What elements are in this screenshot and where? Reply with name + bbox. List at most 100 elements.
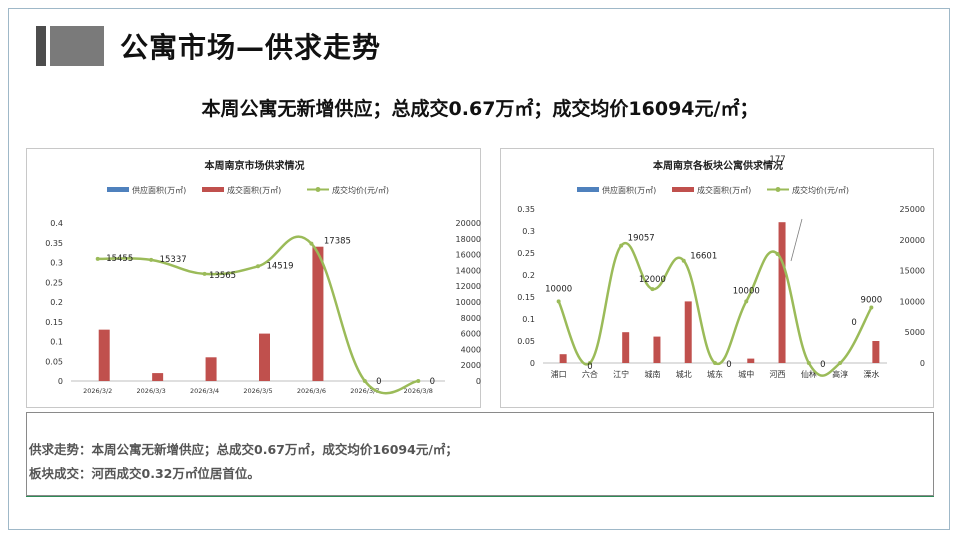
price-data-label: 0 bbox=[820, 360, 825, 370]
legend-label: 供应面积(万㎡) bbox=[602, 185, 656, 195]
x-tick-label: 浦口 bbox=[551, 369, 567, 379]
x-tick-label: 2026/3/3 bbox=[137, 387, 166, 395]
x-tick-label: 2026/3/4 bbox=[190, 387, 219, 395]
price-point bbox=[775, 251, 780, 256]
price-data-label: 16601 bbox=[690, 252, 717, 262]
x-tick-label: 仙林 bbox=[801, 369, 817, 379]
y-left-tick-label: 0.05 bbox=[45, 357, 63, 366]
y-right-tick-label: 10000 bbox=[456, 298, 481, 307]
price-data-label: 0 bbox=[376, 377, 381, 387]
y-right-tick-label: 2000 bbox=[461, 361, 481, 370]
price-data-label: 9000 bbox=[861, 296, 883, 306]
y-right-tick-label: 0 bbox=[920, 359, 925, 368]
price-point bbox=[713, 361, 717, 365]
deal-bar bbox=[152, 373, 164, 381]
legend-label: 成交面积(万㎡) bbox=[227, 185, 281, 195]
y-left-tick-label: 0.3 bbox=[50, 259, 63, 268]
page-title: 公寓市场—供求走势 bbox=[120, 31, 382, 64]
summary-line-trend: 供求走势：本周公寓无新增供应；总成交0.67万㎡，成交均价16094元/㎡； bbox=[29, 442, 458, 457]
x-tick-label: 溧水 bbox=[863, 369, 879, 379]
y-left-tick-label: 0.4 bbox=[50, 219, 63, 228]
x-tick-label: 江宁 bbox=[613, 369, 629, 379]
price-point bbox=[556, 299, 561, 304]
price-point bbox=[202, 271, 207, 276]
price-point bbox=[587, 361, 592, 365]
y-right-tick-label: 20000 bbox=[456, 219, 481, 228]
y-right-tick-label: 12000 bbox=[456, 282, 481, 291]
x-tick-label: 高淳 bbox=[832, 369, 848, 379]
y-right-tick-label: 20000 bbox=[900, 236, 925, 245]
y-right-tick-label: 8000 bbox=[461, 314, 481, 323]
price-point bbox=[362, 379, 367, 383]
y-left-tick-label: 0.35 bbox=[517, 205, 535, 214]
legend-label: 成交面积(万㎡) bbox=[697, 185, 751, 195]
y-right-tick-label: 5000 bbox=[905, 328, 925, 337]
y-right-tick-label: 14000 bbox=[456, 266, 481, 275]
price-data-label: 13565 bbox=[209, 271, 236, 281]
price-data-label: 19057 bbox=[628, 234, 655, 244]
legend-label: 成交均价(元/㎡) bbox=[792, 185, 849, 195]
price-point bbox=[806, 361, 811, 365]
deal-bar bbox=[205, 357, 217, 381]
x-tick-label: 2026/3/5 bbox=[243, 387, 272, 395]
chart-title: 本周南京市场供求情况 bbox=[205, 159, 305, 172]
y-left-tick-label: 0.15 bbox=[45, 318, 63, 327]
legend-marker bbox=[775, 187, 781, 192]
x-tick-label: 城东 bbox=[707, 369, 723, 379]
legend-label: 成交均价(元/㎡) bbox=[332, 185, 389, 195]
deal-bar bbox=[622, 332, 630, 363]
y-left-tick-label: 0.15 bbox=[517, 293, 535, 302]
price-data-label: 17385 bbox=[324, 237, 351, 247]
y-right-tick-label: 18000 bbox=[456, 235, 481, 244]
y-right-tick-label: 10000 bbox=[900, 297, 925, 306]
y-left-tick-label: 0.35 bbox=[45, 239, 63, 248]
x-tick-label: 2026/3/2 bbox=[83, 387, 112, 395]
page-subtitle: 本周公寓无新增供应；总成交0.67万㎡；成交均价16094元/㎡； bbox=[201, 98, 759, 120]
label-leader-line bbox=[790, 218, 803, 262]
deal-bar bbox=[559, 354, 567, 363]
x-tick-label: 2026/3/6 bbox=[297, 387, 326, 395]
price-point bbox=[95, 256, 100, 261]
price-data-label: 177 bbox=[769, 155, 785, 165]
y-left-tick-label: 0.1 bbox=[50, 338, 63, 347]
legend-swatch bbox=[202, 187, 224, 192]
deal-bar bbox=[872, 341, 880, 363]
y-left-tick-label: 0.2 bbox=[50, 298, 63, 307]
price-data-label: 15455 bbox=[106, 254, 133, 264]
x-tick-label: 城北 bbox=[676, 370, 692, 379]
y-right-tick-label: 4000 bbox=[461, 345, 481, 354]
price-point bbox=[838, 361, 843, 365]
summary-box: 供求走势：本周公寓无新增供应；总成交0.67万㎡，成交均价16094元/㎡； 板… bbox=[26, 412, 934, 496]
price-data-label: 0 bbox=[587, 362, 592, 372]
x-tick-label: 城中 bbox=[738, 369, 754, 379]
price-data-label: 10000 bbox=[733, 286, 760, 296]
deal-bar bbox=[747, 358, 755, 363]
price-data-label: 0 bbox=[726, 360, 731, 370]
title-decoration bbox=[36, 26, 104, 66]
legend-swatch bbox=[577, 187, 599, 192]
y-left-tick-label: 0.25 bbox=[45, 278, 63, 287]
price-point bbox=[650, 287, 655, 292]
price-point bbox=[619, 243, 624, 248]
y-right-tick-label: 25000 bbox=[900, 205, 925, 214]
price-point bbox=[744, 299, 749, 304]
x-tick-label: 城南 bbox=[644, 369, 660, 379]
price-line bbox=[557, 241, 873, 377]
price-data-label: 0 bbox=[430, 377, 435, 387]
market-chart-panel: 本周南京市场供求情况 供应面积(万㎡) 成交面积(万㎡) 成交均价(元/㎡) 0 0.05… bbox=[26, 148, 481, 408]
price-point bbox=[681, 258, 686, 263]
deal-bar bbox=[259, 333, 270, 381]
price-point bbox=[416, 379, 421, 383]
y-left-tick-label: 0.25 bbox=[517, 249, 535, 258]
slide-frame bbox=[8, 8, 950, 530]
y-right-tick-label: 0 bbox=[476, 377, 481, 386]
legend-marker bbox=[315, 187, 321, 192]
district-chart-panel: 本周南京各板块公寓供求情况 供应面积(万㎡) 成交面积(万㎡) 成交均价(元/㎡) 0 0… bbox=[500, 148, 934, 408]
price-data-label: 14519 bbox=[266, 261, 293, 271]
x-tick-label: 2026/3/7 bbox=[350, 387, 379, 395]
legend-swatch bbox=[107, 187, 129, 192]
deal-bar bbox=[684, 301, 692, 363]
y-left-tick-label: 0 bbox=[530, 359, 535, 368]
y-left-tick-label: 0.1 bbox=[522, 315, 535, 324]
